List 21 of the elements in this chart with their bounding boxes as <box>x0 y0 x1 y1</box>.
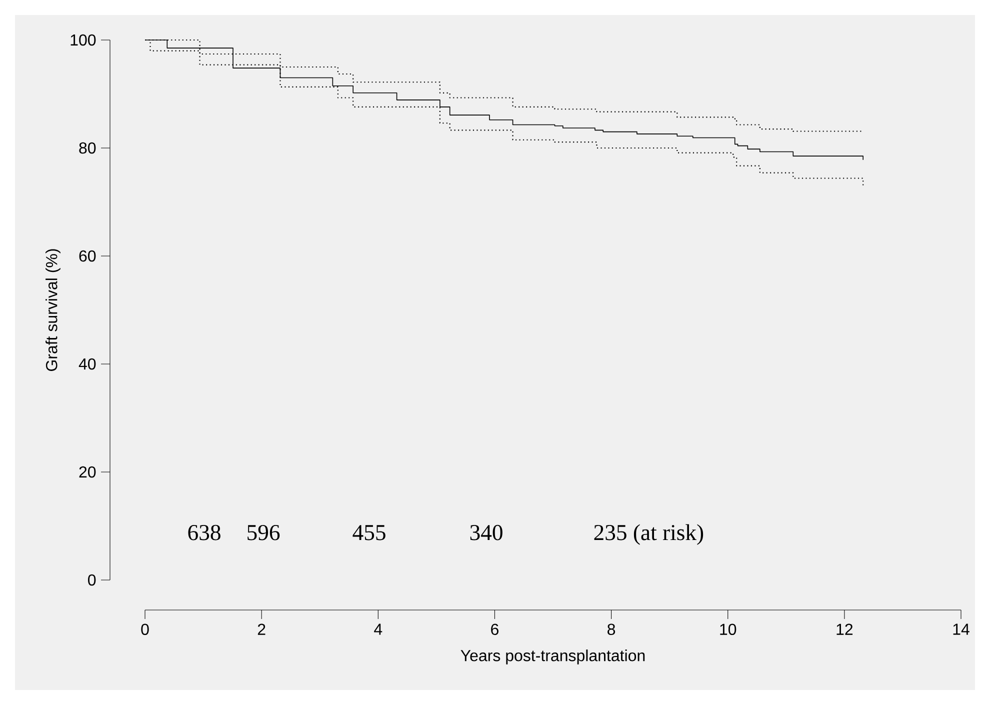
x-tick-label: 6 <box>491 624 498 636</box>
y-tick-label: 40 <box>78 358 96 370</box>
x-tick-label: 14 <box>953 624 970 635</box>
y-axis-title: Graft survival (%) <box>46 249 60 371</box>
annotation: 455 <box>352 525 386 540</box>
x-tick-label: 12 <box>836 624 853 635</box>
annotation: 235 (at risk) <box>594 524 704 545</box>
x-tick-label: 10 <box>720 624 736 636</box>
annotation: 340 <box>470 524 502 540</box>
x-tick-label: 0 <box>141 624 149 636</box>
y-tick-label: 60 <box>79 250 96 262</box>
x-axis-title: Years post-transplantation <box>460 650 645 664</box>
y-tick-label: 0 <box>88 574 96 586</box>
annotation: 596 <box>248 524 280 540</box>
y-tick-label: 80 <box>79 142 96 154</box>
y-tick-label: 100 <box>70 34 96 46</box>
x-tick-label: 2 <box>258 624 266 635</box>
y-tick-label: 20 <box>79 466 96 478</box>
x-tick-label: 4 <box>374 624 382 635</box>
annotation: 638 <box>188 524 220 540</box>
x-tick-label: 8 <box>608 624 616 636</box>
